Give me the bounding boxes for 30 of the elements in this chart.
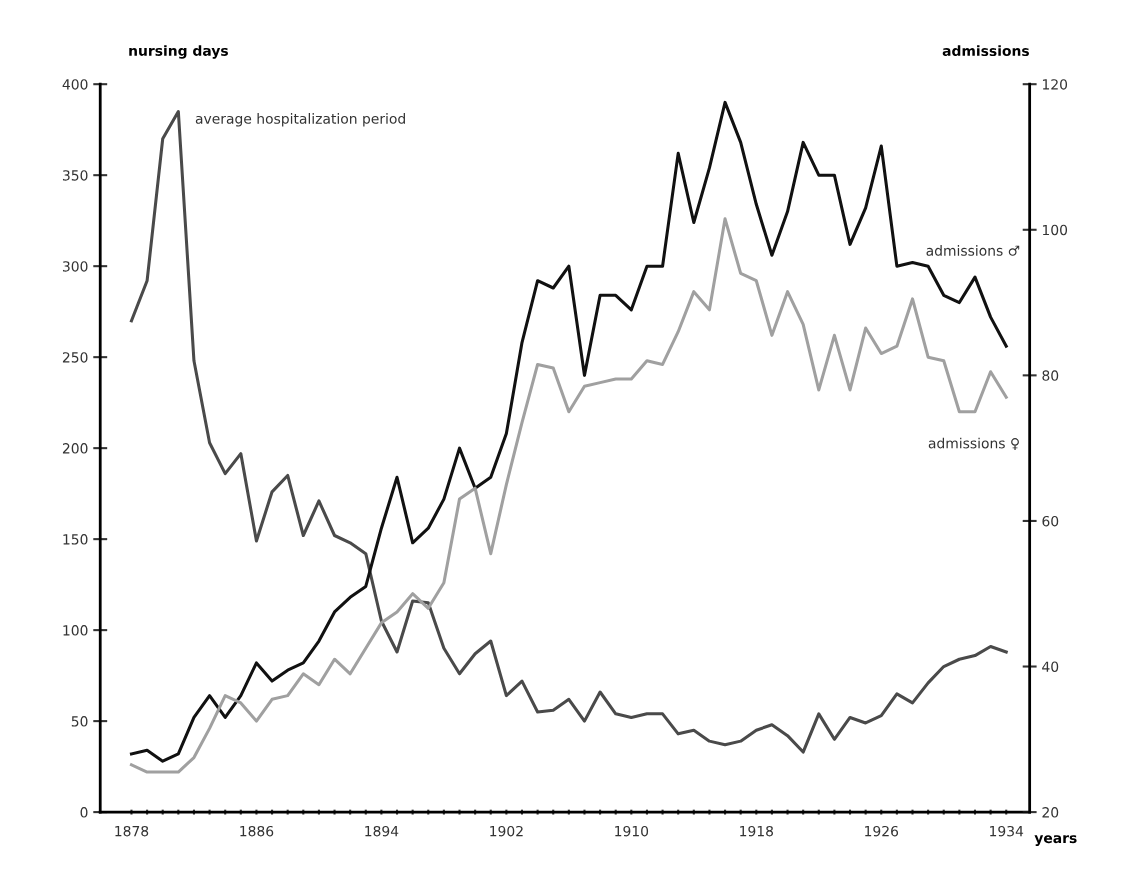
line-series <box>129 217 1008 774</box>
y2-axis-title: admissions <box>942 45 1029 57</box>
series-label: average hospitalization period <box>195 113 405 127</box>
y-tick-label: 350 <box>62 170 88 181</box>
y2-tick-label: 100 <box>1042 224 1068 236</box>
y2-tick-label: 40 <box>1042 661 1059 672</box>
y-tick-label: 100 <box>63 625 88 636</box>
y-tick-label: 0 <box>80 807 88 818</box>
y2-tick-label: 120 <box>1042 79 1068 90</box>
y2-tick-label: 60 <box>1042 515 1059 527</box>
y2-tick-label: 20 <box>1042 807 1059 818</box>
y-tick-label: 50 <box>71 716 88 727</box>
y-tick-label: 250 <box>62 352 88 363</box>
x-tick-label: 1934 <box>990 825 1024 837</box>
x-axis-title: years <box>1034 835 1077 846</box>
y2-tick-label: 80 <box>1042 370 1059 381</box>
x-tick-label: 1902 <box>490 825 523 837</box>
x-tick-label: 1886 <box>240 825 274 837</box>
y-tick-label: 200 <box>62 443 88 454</box>
text: admissions ♀ <box>928 437 1019 450</box>
y-axis-title: nursing days <box>129 45 228 59</box>
x-tick-label: 1878 <box>115 825 149 837</box>
y-tick-label: 400 <box>62 79 88 90</box>
x-tick-label: 1910 <box>615 825 649 837</box>
y-tick-label: 300 <box>62 261 88 272</box>
y-tick-label: 150 <box>63 534 88 545</box>
x-tick-label: 1926 <box>865 825 899 837</box>
x-tick-label: 1894 <box>365 825 399 837</box>
x-tick-label: 1918 <box>740 825 774 837</box>
series-label: admissions ♂ <box>926 245 1020 256</box>
